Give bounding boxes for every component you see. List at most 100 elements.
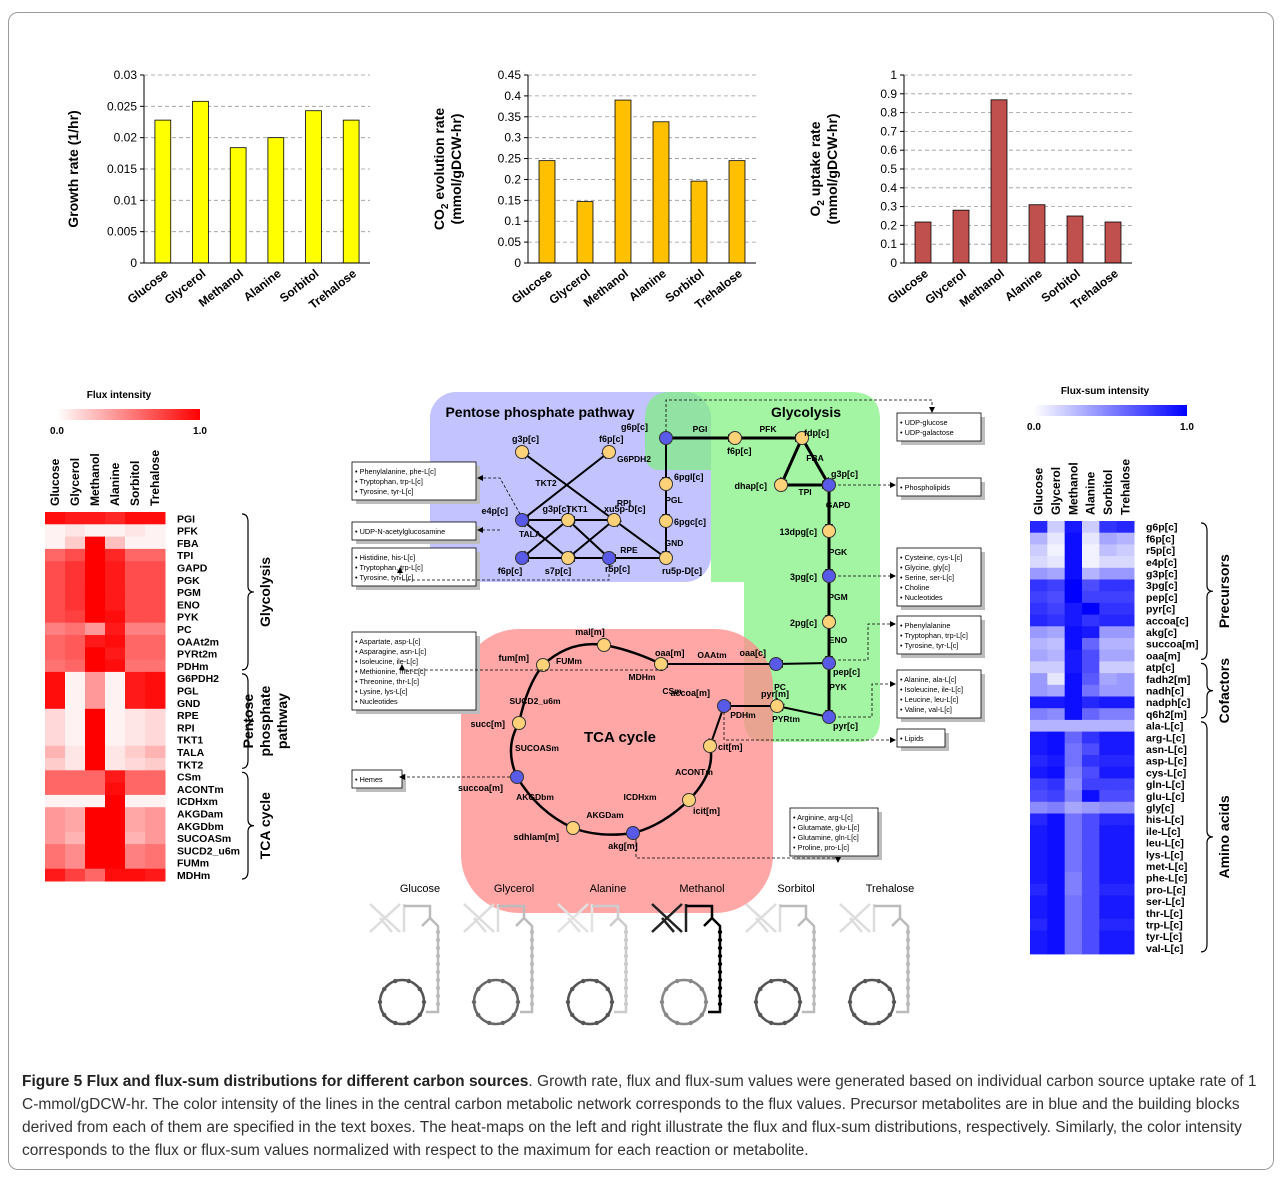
heatmap-cell <box>145 524 166 538</box>
heatmap-cell <box>65 585 86 599</box>
heatmap-cell <box>65 635 86 648</box>
building-block-box <box>896 728 946 748</box>
heatmap-cell <box>1064 719 1083 733</box>
group-brace <box>1200 662 1214 719</box>
heatmap-cell <box>1099 556 1118 569</box>
reaction-label: PYRtm <box>772 714 800 724</box>
heatmap-cell <box>105 671 126 685</box>
metabolite-node <box>728 431 742 445</box>
y-tick-label: 0.4 <box>504 89 521 103</box>
heatmap-cell <box>45 831 66 845</box>
heatmap-cell <box>1099 661 1118 674</box>
reaction-label: TKT2 <box>535 478 557 488</box>
heatmap-cell <box>1047 883 1066 896</box>
heatmap-cell <box>125 684 146 697</box>
building-block-text: • Arginine, arg-L[c] <box>793 813 853 822</box>
heatmap-cell <box>145 807 166 820</box>
heatmap-cell <box>1047 766 1066 779</box>
building-block-text: • Tyrosine, tyr-L[c] <box>900 641 958 650</box>
heatmap-cell <box>145 758 166 771</box>
heatmap-cell <box>105 635 126 648</box>
heatmap-cell <box>145 856 166 870</box>
bar <box>1028 204 1046 264</box>
y-tick-label: 0.03 <box>114 68 138 82</box>
heatmap-cell <box>145 659 166 673</box>
building-block-box <box>789 807 879 857</box>
y-tick-label: 0.35 <box>498 110 522 124</box>
reaction-label: CSm <box>662 686 682 696</box>
building-block-text: • Tryptophan, trp-L[c] <box>355 477 423 486</box>
bar-chart-1: 00.0050.010.0150.020.0250.03GlucoseGlyce… <box>65 68 370 312</box>
heatmap-row-label: 3pg[c] <box>1146 580 1178 592</box>
reaction-label: SUCD2_u6m <box>509 696 560 706</box>
metabolite-node <box>769 657 783 671</box>
heatmap-cell <box>1116 755 1135 768</box>
group-label: phosphate <box>257 685 273 756</box>
heatmap-cell <box>105 585 126 599</box>
heatmap-cell <box>1099 883 1118 896</box>
heatmap-row-label: PGL <box>177 686 199 698</box>
heatmap-cell <box>145 598 166 611</box>
heatmap-cell <box>1064 766 1083 779</box>
heatmap-cell <box>1116 614 1135 627</box>
heatmap-row-label: PGI <box>177 513 195 525</box>
heatmap-cell <box>65 770 86 784</box>
y-axis-label-units: (mmol/gDCW-hr) <box>824 114 840 225</box>
heatmap-cell <box>145 561 166 574</box>
heatmap-column-label: Glucose <box>1032 467 1046 515</box>
heatmap-row-label: PDHm <box>177 661 209 673</box>
heatmap-cell <box>65 831 86 845</box>
heatmap-cell <box>125 585 146 599</box>
heatmap-row-label: OAAt2m <box>177 636 219 648</box>
heatmap-cell <box>1064 602 1083 616</box>
heatmap-column-label: Glucose <box>48 458 62 506</box>
region-label: Pentose phosphate pathway <box>445 404 634 420</box>
heatmap-cell <box>85 684 106 697</box>
building-block-text: • Nucleotides <box>355 697 398 706</box>
heatmap-cell <box>145 745 166 759</box>
heatmap-row-label: met-L[c] <box>1146 861 1187 873</box>
metabolite-label: g6p[c] <box>621 422 648 432</box>
heatmap-cell <box>1030 801 1048 814</box>
metabolite-label: dhap[c] <box>735 481 768 491</box>
heatmap-row-label: PYRt2m <box>177 649 217 661</box>
metabolic-network: Pentose phosphate pathway Glycolysis TCA c… <box>351 392 985 913</box>
heatmap-cell <box>1047 848 1066 861</box>
heatmap-cell <box>105 573 126 587</box>
heatmap-cell <box>145 622 166 636</box>
metabolite-node <box>659 514 673 528</box>
building-block-text: • Valine, val-L[c] <box>900 705 952 714</box>
connector <box>838 681 896 718</box>
metabolite-label: xu5p-D[c] <box>604 504 646 514</box>
heatmap-cell <box>1116 673 1135 686</box>
heatmap-cell <box>1030 930 1048 943</box>
heatmap-cell <box>105 548 126 562</box>
heatmap-cell <box>1082 743 1100 756</box>
bar <box>914 221 932 264</box>
heatmap-cell <box>125 708 146 722</box>
heatmap-cell <box>1116 895 1135 908</box>
heatmap-cell <box>45 782 66 796</box>
y-tick-label: 0.02 <box>114 131 138 145</box>
y-tick-label: 0.3 <box>504 131 521 145</box>
region-label: TCA cycle <box>584 729 656 746</box>
heatmap-cell <box>1047 649 1066 662</box>
metabolite-label: s7p[c] <box>545 566 572 576</box>
heatmap-cell <box>1047 719 1066 733</box>
heatmap-cell <box>105 610 126 624</box>
y-tick-label: 0.1 <box>880 237 897 251</box>
heatmap-cell <box>1082 918 1100 931</box>
heatmap-row-label: PFK <box>177 526 198 538</box>
heatmap-cell <box>145 868 166 882</box>
thumbnail-label: Trehalose <box>866 883 915 895</box>
heatmap-cell <box>105 770 126 784</box>
building-block-text: • Cysteine, cys-L[c] <box>900 553 962 562</box>
y-axis-label: O2 uptake rate <box>807 121 827 216</box>
heatmap-cell <box>145 512 166 525</box>
metabolite-node <box>822 478 836 492</box>
heatmap-row-label: PGK <box>177 575 200 587</box>
y-tick-label: 0 <box>130 256 137 270</box>
color-scale <box>57 409 200 420</box>
heatmap-row-label: nadh[c] <box>1146 686 1184 698</box>
heatmap-cell <box>1047 930 1066 943</box>
